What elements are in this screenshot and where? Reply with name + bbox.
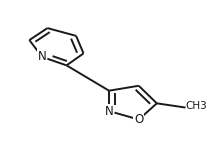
Text: N: N xyxy=(105,105,113,118)
Text: N: N xyxy=(38,50,46,63)
Text: O: O xyxy=(134,113,143,126)
Text: CH3: CH3 xyxy=(186,101,207,111)
